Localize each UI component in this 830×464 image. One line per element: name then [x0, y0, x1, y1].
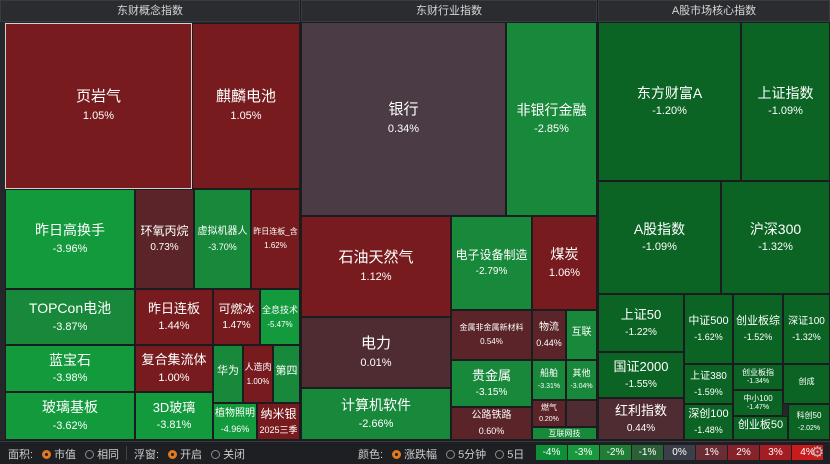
legend-swatch: -1% [632, 445, 663, 460]
treemap-tile[interactable]: 电子设备制造 -2.79% [451, 216, 532, 310]
radio-icon [495, 449, 505, 459]
treemap-tile[interactable]: 创业板综 -1.52% [733, 294, 783, 364]
treemap-tile[interactable]: 昨日高换手 -3.96% [5, 189, 135, 289]
treemap-tile[interactable]: 环氧丙烷 0.73% [135, 189, 194, 289]
treemap-tile[interactable]: 科创50 -2.02% [788, 404, 830, 440]
treemap-tile[interactable]: 深创100 -1.48% [684, 404, 733, 440]
treemap-tile[interactable]: 上证50 -1.22% [598, 294, 684, 352]
treemap-tile[interactable]: 玻璃基板 -3.62% [5, 392, 135, 440]
area-option-equal[interactable]: 相同 [85, 446, 119, 462]
float-option-on[interactable]: 开启 [168, 446, 202, 462]
treemap-tile[interactable]: 互联网技 [532, 427, 597, 440]
treemap-tile[interactable]: 蓝宝石 -3.98% [5, 345, 135, 392]
gear-icon[interactable]: ⚙ [810, 444, 825, 461]
legend-swatch: -3% [568, 445, 599, 460]
radio-icon [42, 449, 52, 459]
legend-swatch: 2% [728, 445, 759, 460]
color-option-change[interactable]: 涨跌幅 [392, 446, 437, 462]
treemap-tile[interactable]: 公路铁路 0.60% [451, 407, 532, 440]
treemap-tile[interactable]: 中证500 -1.62% [684, 294, 733, 364]
legend-swatch: 1% [696, 445, 727, 460]
legend-swatch: 3% [760, 445, 791, 460]
treemap-tile[interactable]: 人造肉 1.00% [243, 345, 273, 403]
radio-icon [446, 449, 456, 459]
color-label: 颜色: [358, 449, 384, 461]
treemap-tile[interactable]: 复合集流体 1.00% [135, 345, 213, 392]
treemap-tile[interactable]: 船舶 -3.31% [532, 360, 566, 400]
treemap-tile[interactable]: 可燃冰 1.47% [213, 289, 260, 345]
treemap-tile[interactable]: 3D玻璃 -3.81% [135, 392, 213, 440]
control-bar: 面积: 市值 相同 浮窗: 开启 关闭 颜色: 涨跌幅 5分钟 5日 -4% -… [0, 441, 830, 464]
radio-icon [168, 449, 178, 459]
radio-icon [392, 449, 402, 459]
treemap-tile[interactable]: 国证2000 -1.55% [598, 352, 684, 398]
treemap-tile[interactable]: 植物照明 -4.96% [213, 403, 257, 440]
industry-panel: 东财行业指数 银行 0.34% 非银行金融 -2.85% 石油天然气 1.12% 电子… [301, 0, 597, 440]
treemap-tile[interactable]: 上证380 -1.59% [684, 364, 733, 404]
treemap-tile[interactable]: 互联 [566, 310, 597, 360]
treemap-tile[interactable]: 麒麟电池 1.05% [192, 23, 300, 189]
float-option-off[interactable]: 关闭 [211, 446, 245, 462]
treemap-tile[interactable]: 煤炭 1.06% [532, 216, 597, 310]
treemap-tile[interactable]: A股指数 -1.09% [598, 181, 721, 294]
treemap-tile[interactable]: 燃气 0.20% [532, 400, 566, 427]
area-option-market-cap[interactable]: 市值 [42, 446, 76, 462]
treemap-tile[interactable]: 非银行金融 -2.85% [506, 22, 597, 216]
color-legend: -4% -3% -2% -1% 0% 1% 2% 3% 4% [536, 445, 824, 460]
divider [126, 446, 127, 460]
legend-swatch: -4% [536, 445, 567, 460]
concept-panel-title: 东财概念指数 [0, 0, 300, 22]
treemap-tile[interactable] [566, 400, 597, 427]
treemap-tile[interactable]: 昨日连板 1.44% [135, 289, 213, 345]
area-label: 面积: [8, 449, 34, 461]
treemap-tile[interactable]: 计算机软件 -2.66% [301, 388, 451, 440]
treemap-tile[interactable]: 东方财富A -1.20% [598, 22, 741, 181]
radio-icon [85, 449, 95, 459]
treemap-tile[interactable]: 纳米银 2025三季 [257, 403, 300, 440]
treemap-tile[interactable]: 创业板指 -1.34% [733, 364, 783, 390]
treemap-tile[interactable]: 贵金属 -3.15% [451, 360, 532, 407]
treemap-tile[interactable]: 全息技术 -5.47% [260, 289, 300, 345]
treemap-tile[interactable]: 沪深300 -1.32% [721, 181, 830, 294]
treemap-tile[interactable]: 创业板50 [733, 416, 788, 440]
treemap-tile[interactable]: 第四 [273, 345, 300, 403]
treemap-tile[interactable]: 上证指数 -1.09% [741, 22, 830, 181]
float-control: 浮窗: 开启 关闭 [134, 446, 245, 462]
legend-swatch: 4% [792, 445, 823, 460]
legend-swatch: -2% [600, 445, 631, 460]
float-label: 浮窗: [134, 449, 160, 461]
treemap-tile[interactable]: 昨日连板_含 1.62% [251, 189, 300, 289]
treemap-tile[interactable]: 华为 [213, 345, 243, 403]
treemap-tile[interactable]: TOPCon电池 -3.87% [5, 289, 135, 345]
treemap-tile[interactable]: 虚拟机器人 -3.70% [194, 189, 251, 289]
treemap-tile[interactable]: 中小100 -1.47% [733, 390, 783, 416]
treemap-tile[interactable]: 石油天然气 1.12% [301, 216, 451, 317]
color-option-5day[interactable]: 5日 [495, 446, 524, 462]
area-control: 面积: 市值 相同 [8, 446, 119, 462]
treemap-tile[interactable]: 页岩气 1.05% [5, 23, 192, 189]
treemap-tile[interactable]: 电力 0.01% [301, 317, 451, 388]
radio-icon [211, 449, 221, 459]
core-panel-title: A股市场核心指数 [598, 0, 830, 22]
treemap-tile[interactable]: 其他 -3.04% [566, 360, 597, 400]
treemap-tile[interactable]: 深证100 -1.32% [783, 294, 830, 364]
treemap-tile[interactable]: 创成 [783, 364, 830, 404]
treemap-tile[interactable]: 红利指数 0.44% [598, 398, 684, 440]
core-panel: A股市场核心指数 东方财富A -1.20% 上证指数 -1.09% A股指数 -1.0… [598, 0, 830, 440]
concept-panel: 东财概念指数 页岩气 1.05% 麒麟电池 1.05% 昨日高换手 -3.96% 环氧… [0, 0, 300, 440]
treemap-tile[interactable]: 银行 0.34% [301, 22, 506, 216]
treemap-tile[interactable]: 物流 0.44% [532, 310, 566, 360]
color-option-5min[interactable]: 5分钟 [446, 446, 486, 462]
industry-panel-title: 东财行业指数 [301, 0, 597, 22]
legend-swatch: 0% [664, 445, 695, 460]
color-control: 颜色: 涨跌幅 5分钟 5日 [358, 446, 524, 462]
treemap-tile[interactable]: 金属非金属新材料 0.54% [451, 310, 532, 360]
